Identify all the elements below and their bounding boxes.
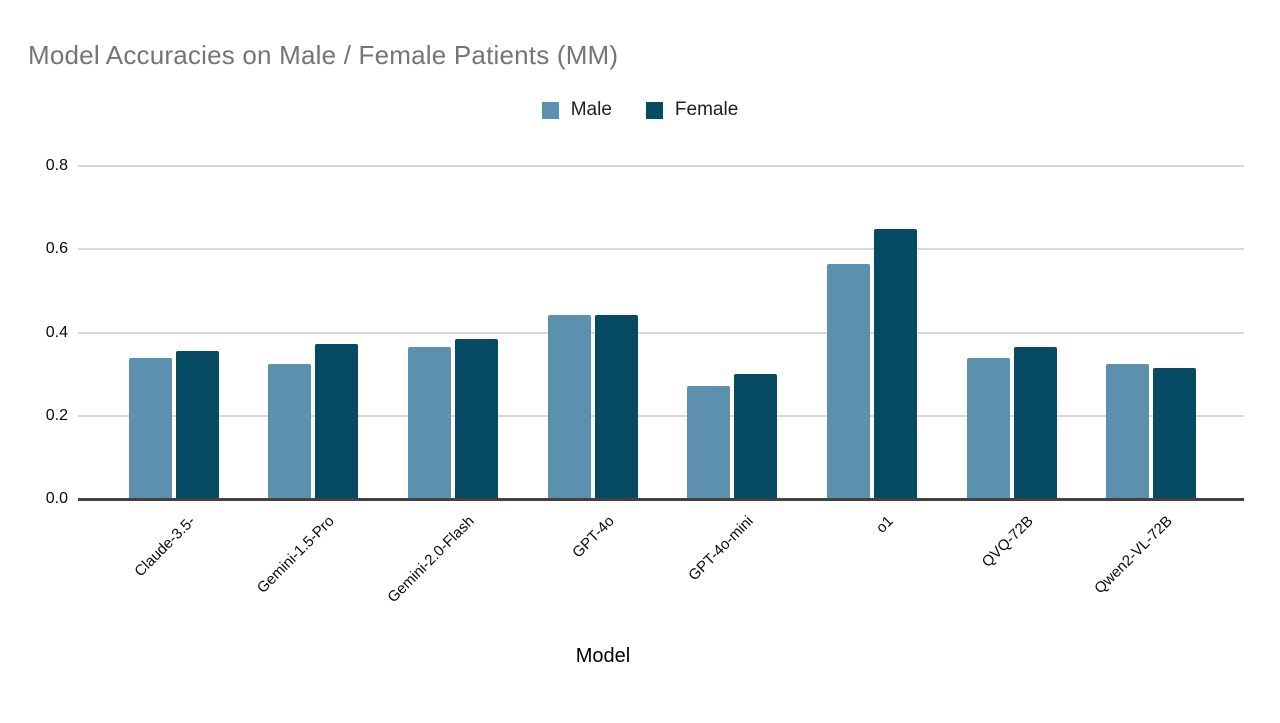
bar-male-o1 (827, 263, 871, 499)
bar-female-qvq-72b (1013, 346, 1057, 499)
bar-female-gemini-1-5-pro (315, 344, 359, 499)
gridline-0.2 (78, 414, 1244, 417)
x-tick-label-gemini-1-5-pro: Gemini-1.5-Pro (253, 512, 338, 597)
x-axis-line (78, 497, 1244, 501)
legend-swatch-male-icon (541, 101, 559, 119)
bar-male-gemini-1-5-pro (268, 363, 312, 499)
legend-item-female: Female (645, 99, 739, 121)
bar-female-o1 (874, 229, 918, 499)
legend-item-male: Male (541, 99, 612, 121)
y-tick-label-0.0: 0.0 (45, 490, 68, 507)
bar-male-claude-3-5- (128, 357, 172, 499)
chart-title: Model Accuracies on Male / Female Patien… (28, 40, 619, 70)
bar-male-qvq-72b (966, 357, 1010, 499)
y-tick-label-0.4: 0.4 (45, 323, 68, 341)
x-tick-label-o1: o1 (872, 512, 897, 537)
legend-swatch-female-icon (645, 101, 663, 119)
bar-female-gpt-4o (594, 314, 638, 499)
x-axis-title: Model (575, 645, 631, 667)
bar-male-gpt-4o-mini (687, 385, 731, 499)
y-tick-label-0.2: 0.2 (45, 406, 68, 424)
bar-female-gpt-4o-mini (734, 374, 778, 499)
x-tick-label-gpt-4o-mini: GPT-4o-mini (685, 512, 758, 585)
x-tick-label-gemini-2-0-flash: Gemini-2.0-Flash (384, 512, 478, 607)
bar-female-gemini-2-0-flash (454, 338, 498, 499)
legend-label-male: Male (570, 99, 612, 120)
gridline-0.4 (78, 331, 1244, 334)
bar-female-claude-3-5- (175, 351, 219, 499)
gridline-0.8 (78, 165, 1244, 168)
legend-label-female: Female (674, 99, 739, 120)
x-tick-label-gpt-4o: GPT-4o (568, 512, 618, 562)
x-tick-label-qvq-72b: QVQ-72B (978, 512, 1037, 571)
y-tick-label-0.6: 0.6 (45, 240, 68, 258)
bar-female-qwen2-vl-72b (1153, 367, 1197, 499)
bar-male-gpt-4o (547, 314, 591, 499)
x-tick-label-qwen2-vl-72b: Qwen2-VL-72B (1091, 512, 1177, 598)
y-tick-label-0.8: 0.8 (45, 157, 68, 175)
x-tick-label-claude-3-5-: Claude-3.5- (130, 512, 199, 581)
bar-male-gemini-2-0-flash (407, 346, 451, 499)
legend: Male Female (0, 99, 1280, 121)
bar-male-qwen2-vl-72b (1106, 363, 1150, 499)
gridline-0.6 (78, 248, 1244, 251)
